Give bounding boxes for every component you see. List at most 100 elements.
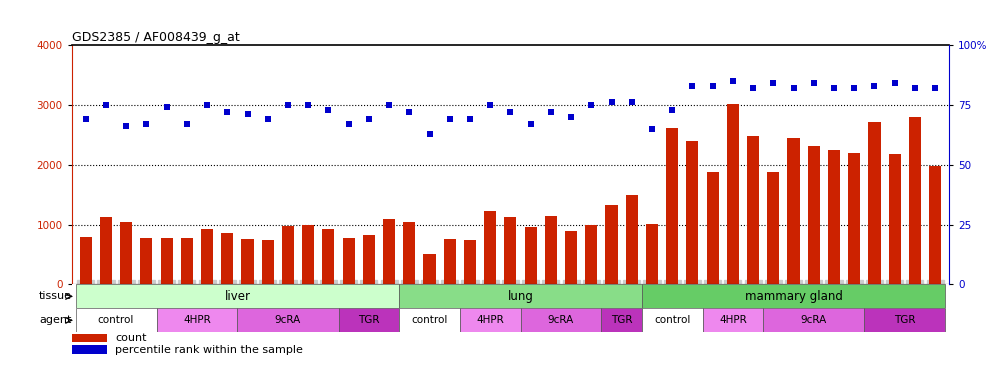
- Point: [259, 116, 275, 122]
- Point: [320, 106, 336, 112]
- Text: mammary gland: mammary gland: [745, 290, 843, 303]
- Text: TGR: TGR: [358, 315, 380, 326]
- Bar: [76, 284, 400, 308]
- Bar: [625, 195, 638, 284]
- Bar: [400, 284, 642, 308]
- Bar: [76, 308, 156, 332]
- Text: 4HPR: 4HPR: [183, 315, 211, 326]
- Bar: [201, 230, 213, 284]
- Bar: [181, 238, 193, 284]
- Point: [846, 85, 862, 91]
- Bar: [161, 238, 173, 284]
- Point: [98, 102, 114, 108]
- Point: [361, 116, 377, 122]
- Bar: [404, 222, 415, 284]
- Point: [887, 80, 903, 86]
- Bar: [747, 136, 759, 284]
- Bar: [156, 308, 238, 332]
- Point: [482, 102, 498, 108]
- Bar: [605, 206, 617, 284]
- Text: 9cRA: 9cRA: [274, 315, 301, 326]
- Bar: [929, 166, 941, 284]
- Point: [765, 80, 781, 86]
- Point: [220, 109, 236, 115]
- Bar: [909, 117, 921, 284]
- Text: liver: liver: [225, 290, 250, 303]
- Bar: [443, 239, 456, 284]
- Bar: [282, 226, 294, 284]
- Point: [280, 102, 296, 108]
- Bar: [261, 240, 273, 284]
- Bar: [222, 233, 234, 284]
- Point: [785, 85, 801, 91]
- Bar: [646, 224, 658, 284]
- Point: [907, 85, 922, 91]
- Point: [927, 85, 943, 91]
- Point: [118, 123, 134, 129]
- Bar: [339, 308, 400, 332]
- Bar: [787, 138, 799, 284]
- Bar: [889, 154, 901, 284]
- Bar: [545, 216, 557, 284]
- Point: [462, 116, 478, 122]
- Bar: [865, 308, 945, 332]
- Point: [664, 106, 680, 112]
- Text: control: control: [97, 315, 134, 326]
- Bar: [238, 308, 339, 332]
- Point: [523, 121, 539, 127]
- Point: [624, 99, 640, 105]
- Bar: [763, 308, 865, 332]
- Text: 4HPR: 4HPR: [476, 315, 504, 326]
- Point: [685, 83, 701, 89]
- Text: TGR: TGR: [611, 315, 632, 326]
- Bar: [727, 104, 739, 284]
- Bar: [707, 172, 719, 284]
- Bar: [322, 229, 334, 284]
- Point: [381, 102, 397, 108]
- Bar: [642, 284, 945, 308]
- Bar: [302, 225, 314, 284]
- Bar: [808, 146, 820, 284]
- Point: [159, 104, 175, 110]
- Text: agent: agent: [39, 315, 72, 326]
- Bar: [642, 308, 703, 332]
- Text: 9cRA: 9cRA: [800, 315, 827, 326]
- Point: [240, 111, 255, 117]
- Bar: [525, 227, 537, 284]
- Bar: [72, 345, 106, 354]
- Text: control: control: [412, 315, 447, 326]
- Text: 9cRA: 9cRA: [548, 315, 575, 326]
- Bar: [848, 153, 860, 284]
- Bar: [400, 308, 460, 332]
- Point: [705, 83, 721, 89]
- Bar: [504, 217, 517, 284]
- Bar: [423, 255, 435, 284]
- Point: [78, 116, 93, 122]
- Bar: [99, 217, 112, 284]
- Text: percentile rank within the sample: percentile rank within the sample: [115, 345, 303, 354]
- Bar: [343, 238, 355, 284]
- Bar: [703, 308, 763, 332]
- Bar: [363, 236, 375, 284]
- Bar: [687, 141, 699, 284]
- Bar: [242, 239, 253, 284]
- Text: tissue: tissue: [39, 291, 72, 302]
- Text: GDS2385 / AF008439_g_at: GDS2385 / AF008439_g_at: [72, 31, 240, 44]
- Bar: [585, 225, 597, 284]
- Point: [341, 121, 357, 127]
- Point: [138, 121, 154, 127]
- Point: [603, 99, 619, 105]
- Point: [746, 85, 761, 91]
- Bar: [484, 211, 496, 284]
- Point: [583, 102, 599, 108]
- Bar: [140, 238, 152, 284]
- Bar: [464, 240, 476, 284]
- Bar: [828, 150, 840, 284]
- Bar: [521, 308, 601, 332]
- Point: [179, 121, 195, 127]
- Point: [725, 78, 741, 84]
- Point: [806, 80, 822, 86]
- Bar: [666, 128, 678, 284]
- Point: [826, 85, 842, 91]
- Point: [402, 109, 417, 115]
